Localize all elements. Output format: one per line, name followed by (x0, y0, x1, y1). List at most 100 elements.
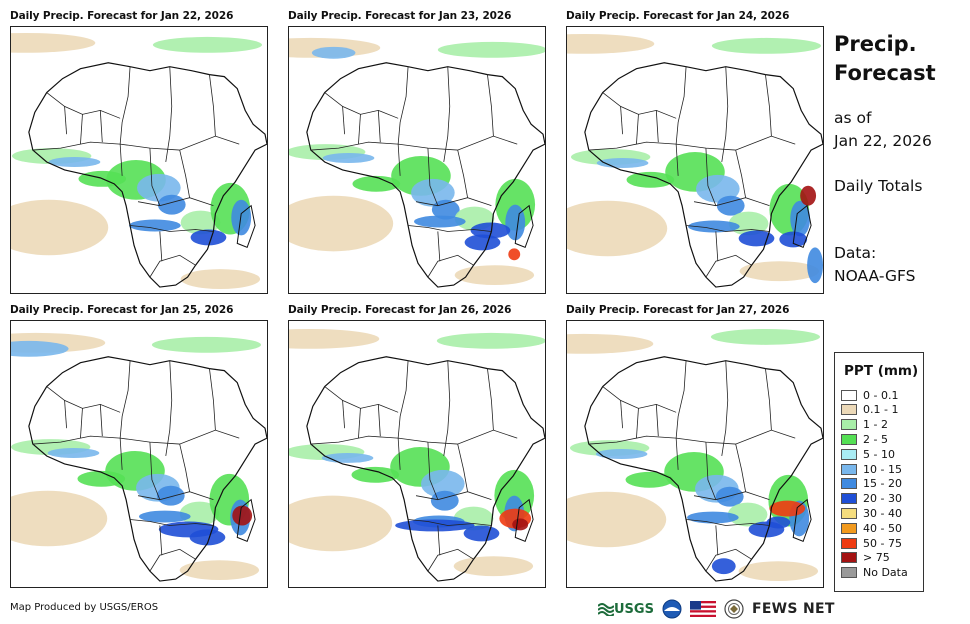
precip-area (322, 153, 375, 163)
legend-label: 20 - 30 (863, 492, 902, 506)
precip-area (567, 200, 668, 257)
precip-area (508, 248, 521, 261)
country-border (397, 66, 409, 145)
legend-swatch (841, 522, 857, 534)
precip-area (595, 449, 648, 459)
precip-area (11, 490, 108, 547)
legend-swatch (841, 404, 857, 416)
country-border (342, 106, 345, 135)
country-border (159, 231, 163, 262)
precip-area (436, 332, 545, 349)
panel-title: Daily Precip. Forecast for Jan 27, 2026 (566, 304, 790, 316)
country-border (686, 519, 770, 526)
africa-coastline (584, 62, 823, 288)
noaa-logo-icon (662, 599, 682, 619)
country-border (675, 360, 687, 439)
precip-area (129, 219, 181, 232)
country-border (80, 408, 83, 439)
precip-area (48, 157, 101, 167)
precip-area (738, 561, 819, 582)
country-border (119, 66, 131, 145)
legend-item: 0.1 - 1 (841, 403, 898, 417)
precip-area (727, 502, 768, 527)
africa-coastline (584, 356, 823, 582)
country-border (165, 66, 173, 163)
legend-label: > 75 (863, 551, 890, 565)
africa-precip-map (288, 320, 546, 588)
panel-title: Daily Precip. Forecast for Jan 22, 2026 (10, 10, 234, 22)
country-border (397, 360, 409, 439)
legend-swatch (841, 478, 857, 490)
country-border (675, 66, 687, 145)
usgs-logo: USGS (598, 602, 654, 617)
country-border (99, 110, 103, 143)
precip-area (190, 229, 227, 246)
precip-area (431, 199, 460, 220)
legend-label: 15 - 20 (863, 477, 902, 491)
precip-area (179, 501, 220, 526)
us-flag-icon (689, 601, 716, 617)
totals-label: Daily Totals (834, 177, 923, 195)
precip-area (152, 36, 263, 53)
precip-area (695, 174, 740, 203)
data-value: NOAA-GFS (834, 267, 916, 285)
precip-area (420, 469, 465, 498)
main-heading: Precip. Forecast (834, 30, 936, 88)
legend-item: 1 - 2 (841, 418, 888, 432)
precip-area (47, 448, 100, 458)
as-of-value: Jan 22, 2026 (834, 132, 932, 150)
country-border (324, 386, 399, 413)
map-graphic (567, 328, 823, 582)
country-border (675, 144, 679, 176)
country-border (655, 404, 659, 437)
precip-area (157, 194, 186, 215)
legend-item: 10 - 15 (841, 462, 902, 476)
country-border (137, 197, 214, 207)
country-border (686, 225, 770, 232)
country-border (408, 519, 492, 526)
country-border (443, 360, 451, 457)
legend-label: 1 - 2 (863, 418, 888, 432)
country-border (64, 106, 67, 135)
usgs-wordmark: USGS (614, 601, 654, 617)
country-border (705, 148, 717, 206)
legend-swatch (841, 567, 857, 579)
panel-title: Daily Precip. Forecast for Jan 24, 2026 (566, 10, 790, 22)
country-border (735, 443, 746, 492)
country-border (408, 225, 492, 232)
country-border (165, 360, 173, 457)
country-border (415, 491, 492, 501)
precip-area (180, 269, 261, 290)
country-border (588, 429, 796, 445)
precip-area (779, 231, 808, 248)
country-border (342, 400, 345, 429)
precip-area (289, 328, 380, 349)
country-border (358, 114, 361, 145)
country-border (415, 197, 492, 207)
precip-area (395, 519, 475, 532)
precip-area (470, 222, 511, 239)
precip-area (728, 211, 769, 236)
country-border (377, 110, 381, 143)
precip-area (139, 510, 191, 523)
precip-area (437, 41, 545, 58)
country-border (735, 149, 746, 198)
country-border (705, 442, 717, 500)
precip-area (769, 500, 806, 517)
precip-area (710, 328, 821, 345)
legend-swatch (841, 389, 857, 401)
country-border (427, 442, 439, 500)
legend-item: 2 - 5 (841, 432, 888, 446)
country-border (130, 519, 214, 526)
country-border (80, 114, 83, 145)
country-border (602, 92, 677, 119)
precip-area (739, 261, 820, 282)
country-border (636, 408, 639, 439)
africa-coastline (28, 62, 267, 288)
country-border (99, 404, 103, 437)
precip-area (567, 33, 655, 54)
legend-label: 50 - 75 (863, 536, 902, 550)
legend-swatch (841, 419, 857, 431)
country-border (209, 74, 216, 137)
